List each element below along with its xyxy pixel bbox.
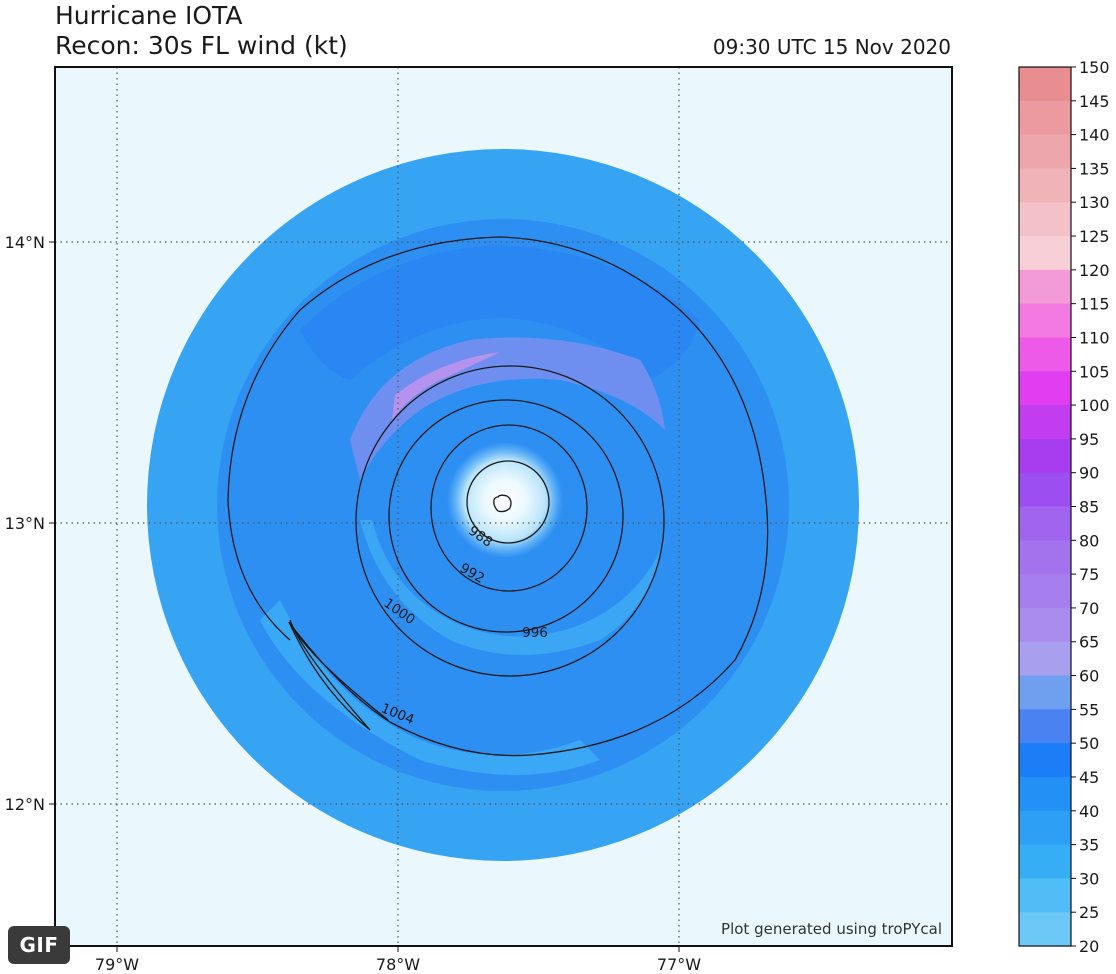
map-frame (54, 66, 953, 947)
colorbar-segment (1019, 269, 1071, 305)
chart-title: Hurricane IOTA (55, 1, 243, 30)
colorbar-segment (1019, 743, 1071, 778)
colorbar-tick-label: 125 (1079, 227, 1110, 246)
colorbar-tick-label: 90 (1079, 464, 1099, 483)
wind-field (147, 149, 859, 861)
colorbar-tick-label: 35 (1079, 836, 1099, 855)
observation-time: 09:30 UTC 15 Nov 2020 (712, 35, 951, 59)
colorbar-tick-label: 75 (1079, 565, 1099, 584)
lat-label-12n: 12°N (5, 795, 45, 814)
colorbar-segment (1019, 303, 1071, 339)
colorbar-segment (1019, 574, 1071, 609)
colorbar-tick-label: 95 (1079, 430, 1099, 449)
colorbar-segment (1019, 134, 1071, 170)
eye (447, 442, 563, 558)
colorbar-tick-label: 55 (1079, 700, 1099, 719)
colorbar-segment (1019, 607, 1071, 643)
colorbar-segment (1019, 371, 1071, 406)
contour-1000 (355, 365, 665, 677)
colorbar-tick-label: 70 (1079, 599, 1099, 618)
colorbar-segment (1019, 641, 1071, 677)
contour-992 (430, 424, 588, 592)
colorbar-segment (1019, 675, 1071, 710)
colorbar-tick-label: 150 (1079, 58, 1110, 77)
colorbar-tick-label: 85 (1079, 498, 1099, 517)
colorbar-tick-label: 65 (1079, 633, 1099, 652)
wind-peak-arc (392, 352, 500, 420)
colorbar-segment (1019, 236, 1071, 271)
colorbar-segment (1019, 100, 1071, 136)
plot-credit: Plot generated using troPYcal (721, 920, 942, 938)
colorbar-tick-label: 60 (1079, 667, 1099, 686)
colorbar-tick-label: 105 (1079, 362, 1110, 381)
colorbar-segment (1019, 776, 1071, 812)
gif-badge[interactable]: GIF (8, 926, 70, 964)
colorbar-segment (1019, 67, 1071, 102)
colorbar-tick-label: 20 (1079, 937, 1099, 956)
lon-label-78w: 78°W (376, 955, 420, 974)
colorbar-tick-label: 100 (1079, 396, 1110, 415)
colorbar-segment (1019, 810, 1071, 846)
colorbar-segment (1019, 405, 1071, 440)
colorbar-tick-label: 120 (1079, 261, 1110, 280)
colorbar-tick-label: 110 (1079, 328, 1110, 347)
colorbar-segment (1019, 438, 1071, 474)
colorbar-tick-label: 130 (1079, 193, 1110, 212)
contour-label-996: 996 (522, 625, 548, 641)
colorbar-tick-label: 145 (1079, 92, 1110, 111)
colorbar-segment (1019, 506, 1071, 541)
wind-band-inner (360, 520, 665, 655)
colorbar-tick-label: 50 (1079, 734, 1099, 753)
contour-988 (466, 460, 550, 544)
colorbar-segment (1019, 912, 1071, 947)
colorbar-tick-label: 40 (1079, 802, 1099, 821)
colorbar-segment (1019, 709, 1071, 744)
contour-eye (493, 494, 512, 513)
wind-speed-colorbar: 150 145 140 135 130 125 120 115 110 105 100 95 90 85 8… (1018, 58, 1110, 956)
colorbar-tick-label: 30 (1079, 869, 1099, 888)
colorbar-tick-label: 115 (1079, 295, 1110, 314)
colorbar-segment (1019, 202, 1071, 237)
colorbar-tick-label: 135 (1079, 159, 1110, 178)
contour-996 (388, 399, 624, 633)
pressure-contours (227, 236, 769, 757)
colorbar-segment (1019, 540, 1071, 575)
contour-1004 (227, 236, 769, 757)
wind-band-north (300, 245, 700, 380)
lat-label-14n: 14°N (5, 233, 45, 252)
wind-max-arc (350, 337, 665, 480)
colorbar-segment (1019, 472, 1071, 508)
axis-tick-labels: 79°W 78°W 77°W 14°N 13°N 12°N (5, 233, 702, 974)
colorbar-tick-label: 80 (1079, 531, 1099, 550)
colorbar-segment (1019, 844, 1071, 879)
colorbar-tick-label: 140 (1079, 126, 1110, 145)
lon-label-79w: 79°W (95, 955, 139, 974)
colorbar-segment (1019, 878, 1071, 913)
colorbar-segment (1019, 337, 1071, 372)
chart-subtitle: Recon: 30s FL wind (kt) (55, 31, 348, 60)
lat-label-13n: 13°N (5, 514, 45, 533)
lat-lon-gridlines (55, 67, 952, 946)
colorbar-segment (1019, 168, 1071, 203)
colorbar-tick-label: 45 (1079, 768, 1099, 787)
lon-label-77w: 77°W (657, 955, 701, 974)
colorbar-tick-label: 25 (1079, 903, 1099, 922)
